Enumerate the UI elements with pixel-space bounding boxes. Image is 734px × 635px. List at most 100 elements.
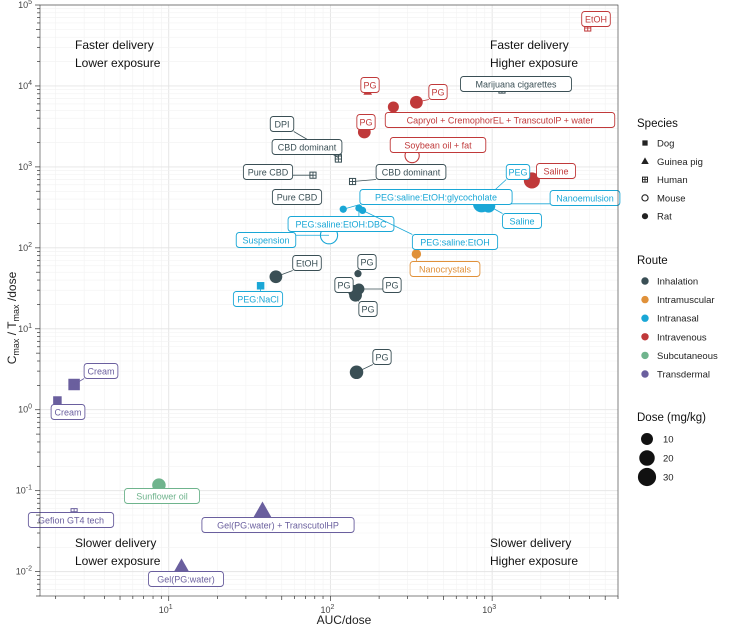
label-box bbox=[389, 137, 487, 153]
legend-route-label: Inhalation bbox=[657, 277, 698, 288]
point-label: CBD dominant bbox=[278, 143, 337, 153]
y-tick-label: 10-1 bbox=[16, 485, 32, 496]
point-label: PG bbox=[363, 81, 376, 91]
legend-route-key bbox=[641, 314, 649, 322]
label-leader-line bbox=[488, 205, 503, 214]
label-leader-line bbox=[73, 378, 85, 385]
label-box bbox=[27, 512, 115, 528]
label-box bbox=[334, 277, 354, 293]
x-tick-label: 101 bbox=[159, 604, 173, 615]
label-box bbox=[360, 77, 380, 93]
legend-dose-label: 30 bbox=[663, 473, 674, 484]
point-label: PG bbox=[385, 281, 398, 291]
legend-species-label: Guinea pig bbox=[657, 157, 703, 168]
y-title-tail: /dose bbox=[5, 271, 19, 304]
point-label: PG bbox=[337, 281, 350, 291]
label-box bbox=[271, 139, 343, 155]
point-label: Cream bbox=[87, 367, 114, 377]
label-box bbox=[235, 232, 297, 248]
point-label: PG bbox=[431, 88, 444, 98]
legend-dose-label: 10 bbox=[663, 435, 674, 446]
label-box bbox=[242, 164, 294, 180]
quadrant-label: Higher exposure bbox=[490, 554, 578, 568]
y-tick-label: 100 bbox=[18, 404, 32, 415]
point-label: Saline bbox=[543, 167, 568, 177]
plot-border bbox=[39, 4, 619, 597]
legend-species-label: Rat bbox=[657, 212, 672, 223]
point-label: Cream bbox=[54, 408, 81, 418]
quadrant-label: Slower delivery bbox=[75, 536, 156, 550]
legend-species-label: Dog bbox=[657, 139, 674, 150]
point-label: PEG:NaCl bbox=[237, 295, 279, 305]
legend-route-key bbox=[641, 351, 649, 360]
quadrant-label: Lower exposure bbox=[75, 554, 161, 568]
legend-dose-key bbox=[639, 450, 655, 466]
point-label: Soybean oil + fat bbox=[404, 141, 472, 151]
y-tick-label: 101 bbox=[18, 323, 32, 334]
y-title-c-sub: max bbox=[11, 338, 21, 356]
label-box bbox=[83, 363, 119, 379]
y-tick-label: 103 bbox=[18, 161, 32, 172]
data-point bbox=[53, 396, 62, 405]
legend-dose-key bbox=[637, 467, 657, 487]
quadrant-label: Faster delivery bbox=[75, 38, 154, 52]
svg-text:Cmax / Tmax /dose: Cmax / Tmax /dose bbox=[5, 271, 21, 364]
label-box bbox=[357, 254, 377, 270]
legend-route-key bbox=[641, 370, 649, 378]
point-label: Saline bbox=[509, 217, 534, 227]
label-leader-line bbox=[356, 364, 374, 373]
label-box bbox=[232, 291, 284, 307]
legend-route-key bbox=[641, 295, 649, 304]
quadrant-labels: Faster delivery Lower exposure Faster deli… bbox=[75, 38, 578, 568]
label-box bbox=[549, 190, 621, 206]
legend-species-key bbox=[642, 140, 648, 146]
label-box bbox=[502, 213, 542, 229]
data-point bbox=[68, 378, 80, 391]
point-label: DPI bbox=[274, 120, 289, 130]
point-labels: EtOH PG PG Marijuana cigarettes Capryol + Cr… bbox=[27, 11, 621, 587]
label-box bbox=[581, 11, 611, 27]
data-point bbox=[251, 501, 274, 521]
label-box bbox=[505, 164, 531, 180]
point-label: PG bbox=[360, 258, 373, 268]
point-label: PEG bbox=[508, 168, 527, 178]
legend-species-key bbox=[641, 157, 649, 164]
legend-route-title: Route bbox=[637, 255, 668, 267]
point-label: CBD dominant bbox=[382, 168, 441, 178]
legend-route-label: Transdermal bbox=[657, 370, 710, 381]
label-leader-line bbox=[275, 270, 293, 278]
label-box bbox=[148, 571, 224, 587]
legend-species-title: Species bbox=[637, 118, 678, 130]
point-label: Nanocrystals bbox=[419, 265, 472, 275]
point-label: PG bbox=[359, 118, 372, 128]
label-box bbox=[271, 189, 323, 205]
point-label: PEG:saline:EtOH bbox=[420, 238, 490, 248]
legend-dose-title: Dose (mg/kg) bbox=[637, 412, 706, 424]
legend-species-label: Human bbox=[657, 175, 688, 186]
point-label: PG bbox=[361, 305, 374, 315]
x-axis-title: AUC/dose bbox=[317, 613, 372, 627]
label-leader-line bbox=[362, 210, 413, 235]
legend-route-key bbox=[641, 277, 649, 285]
point-label: Suspension bbox=[242, 236, 289, 246]
label-box bbox=[359, 189, 513, 205]
legend-species-key bbox=[641, 194, 649, 202]
point-label: Gel(PG:water) + TranscutolHP bbox=[217, 521, 339, 531]
legend-species-key bbox=[641, 213, 649, 220]
label-box bbox=[358, 301, 378, 317]
point-label: EtOH bbox=[296, 259, 318, 269]
quadrant-label: Slower delivery bbox=[490, 536, 571, 550]
x-tick-label: 103 bbox=[482, 604, 496, 615]
point-label: Nanoemulsion bbox=[556, 194, 614, 204]
point-label: PEG:saline:EtOH:glycocholate bbox=[375, 193, 497, 203]
label-box bbox=[375, 164, 447, 180]
axes: AUC/dose Cmax / Tmax /dose 101 102 103 10-2… bbox=[5, 0, 619, 627]
y-axis-title: Cmax / Tmax /dose bbox=[5, 271, 21, 364]
point-label: PG bbox=[375, 353, 388, 363]
label-box bbox=[287, 216, 395, 232]
point-label: PEG:saline:EtOH:DBC bbox=[295, 220, 387, 230]
quadrant-label: Faster delivery bbox=[490, 38, 569, 52]
label-leader-line bbox=[343, 204, 361, 210]
label-box bbox=[372, 349, 392, 365]
